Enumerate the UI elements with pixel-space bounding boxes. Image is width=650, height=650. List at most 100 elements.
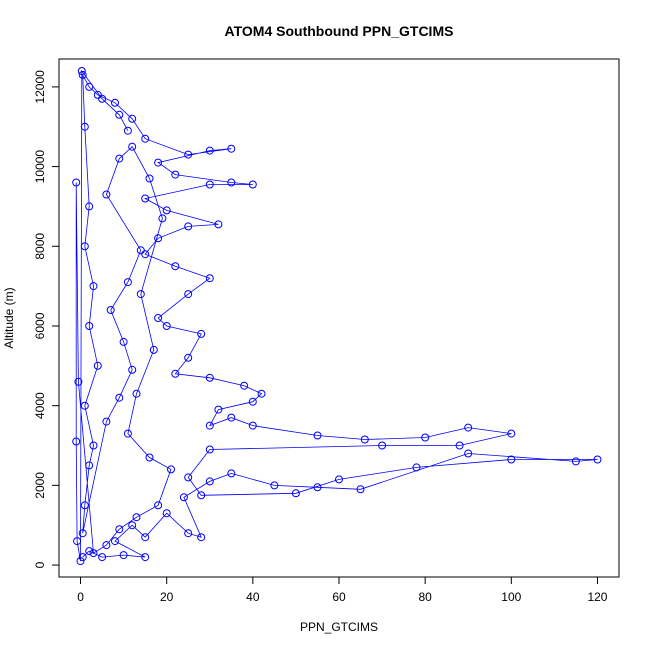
data-point [128,365,137,374]
data-point [74,377,83,386]
data-point [335,475,343,484]
data-point [85,547,94,556]
series-line [75,69,598,562]
data-point [464,423,473,432]
y-tick-label: 10000 [33,150,47,184]
data-point [115,154,124,163]
data-point [248,180,257,189]
data-point [184,290,193,299]
data-point [102,190,111,199]
data-point [184,473,193,482]
data-point [197,491,206,500]
data-point [141,134,150,143]
data-point [80,122,89,131]
data-point [80,401,89,410]
data-point [78,529,87,538]
data-point [167,465,175,474]
data-point [115,525,124,534]
data-point [93,361,102,370]
data-point [85,202,94,211]
data-point [171,369,180,378]
data-point [162,509,171,518]
data-point [115,110,124,119]
data-point [141,533,150,542]
data-point [119,337,128,346]
data-point [421,433,430,442]
data-point [98,553,107,562]
data-point [158,214,167,223]
data-point [227,178,236,187]
data-point [378,441,387,450]
data-point [89,549,98,558]
data-point [132,389,141,398]
data-point [77,67,86,75]
data-point [184,529,193,538]
x-tick-label: 20 [160,590,174,604]
data-point [136,246,145,255]
data-point [162,206,171,215]
y-axis-label: Altitude (m) [2,287,16,348]
data-point [76,557,85,566]
data-point [205,477,214,486]
data-point [313,483,322,492]
data-point [162,322,171,330]
data-point [145,453,154,462]
y-axis: 0 2000 4000 6000 8000 10000 12000 [33,70,60,568]
data-point [184,150,193,159]
data-point [111,537,119,546]
data-point [227,469,236,478]
data-point [89,441,98,450]
x-axis-label: PPN_GTCIMS [300,620,378,634]
data-point [197,329,206,338]
x-tick-label: 0 [77,590,84,604]
data-point [227,144,236,153]
data-point [205,373,214,382]
data-point [507,455,516,464]
data-point [141,194,150,203]
chart-title: ATOM4 Southbound PPN_GTCIMS [225,23,454,39]
data-point [593,455,602,464]
data-point [214,405,223,414]
data-point [78,553,87,562]
data-point [98,94,107,103]
data-point [145,174,154,183]
data-point [205,421,214,430]
data-point [85,322,94,330]
y-tick-label: 2000 [33,472,47,499]
data-point [72,178,81,187]
data-point [102,417,111,426]
y-tick-label: 4000 [33,392,47,419]
data-point [291,489,300,498]
data-point [214,220,223,229]
data-point [115,393,124,402]
data-point [141,250,150,259]
x-tick-label: 100 [501,590,521,604]
data-point [123,126,132,135]
y-tick-label: 0 [33,561,47,568]
data-point [123,429,132,438]
x-tick-label: 80 [418,590,432,604]
data-point [171,170,180,179]
data-point [205,445,214,454]
data-point [73,537,82,546]
data-point [85,82,94,91]
data-point [89,282,98,291]
data-point [227,413,236,422]
data-point [412,463,421,472]
data-point [132,513,141,522]
data-point [141,553,150,562]
y-tick-label: 6000 [33,312,47,339]
data-point [464,449,473,458]
data-point [78,70,87,79]
data-point [270,481,279,490]
data-point [205,274,214,283]
data-point [128,114,137,123]
data-point [123,278,132,287]
data-point [85,461,94,470]
data-point [154,158,163,167]
data-point [205,180,214,189]
x-tick-label: 120 [587,590,607,604]
data-layer [72,67,602,566]
data-point [106,306,115,314]
